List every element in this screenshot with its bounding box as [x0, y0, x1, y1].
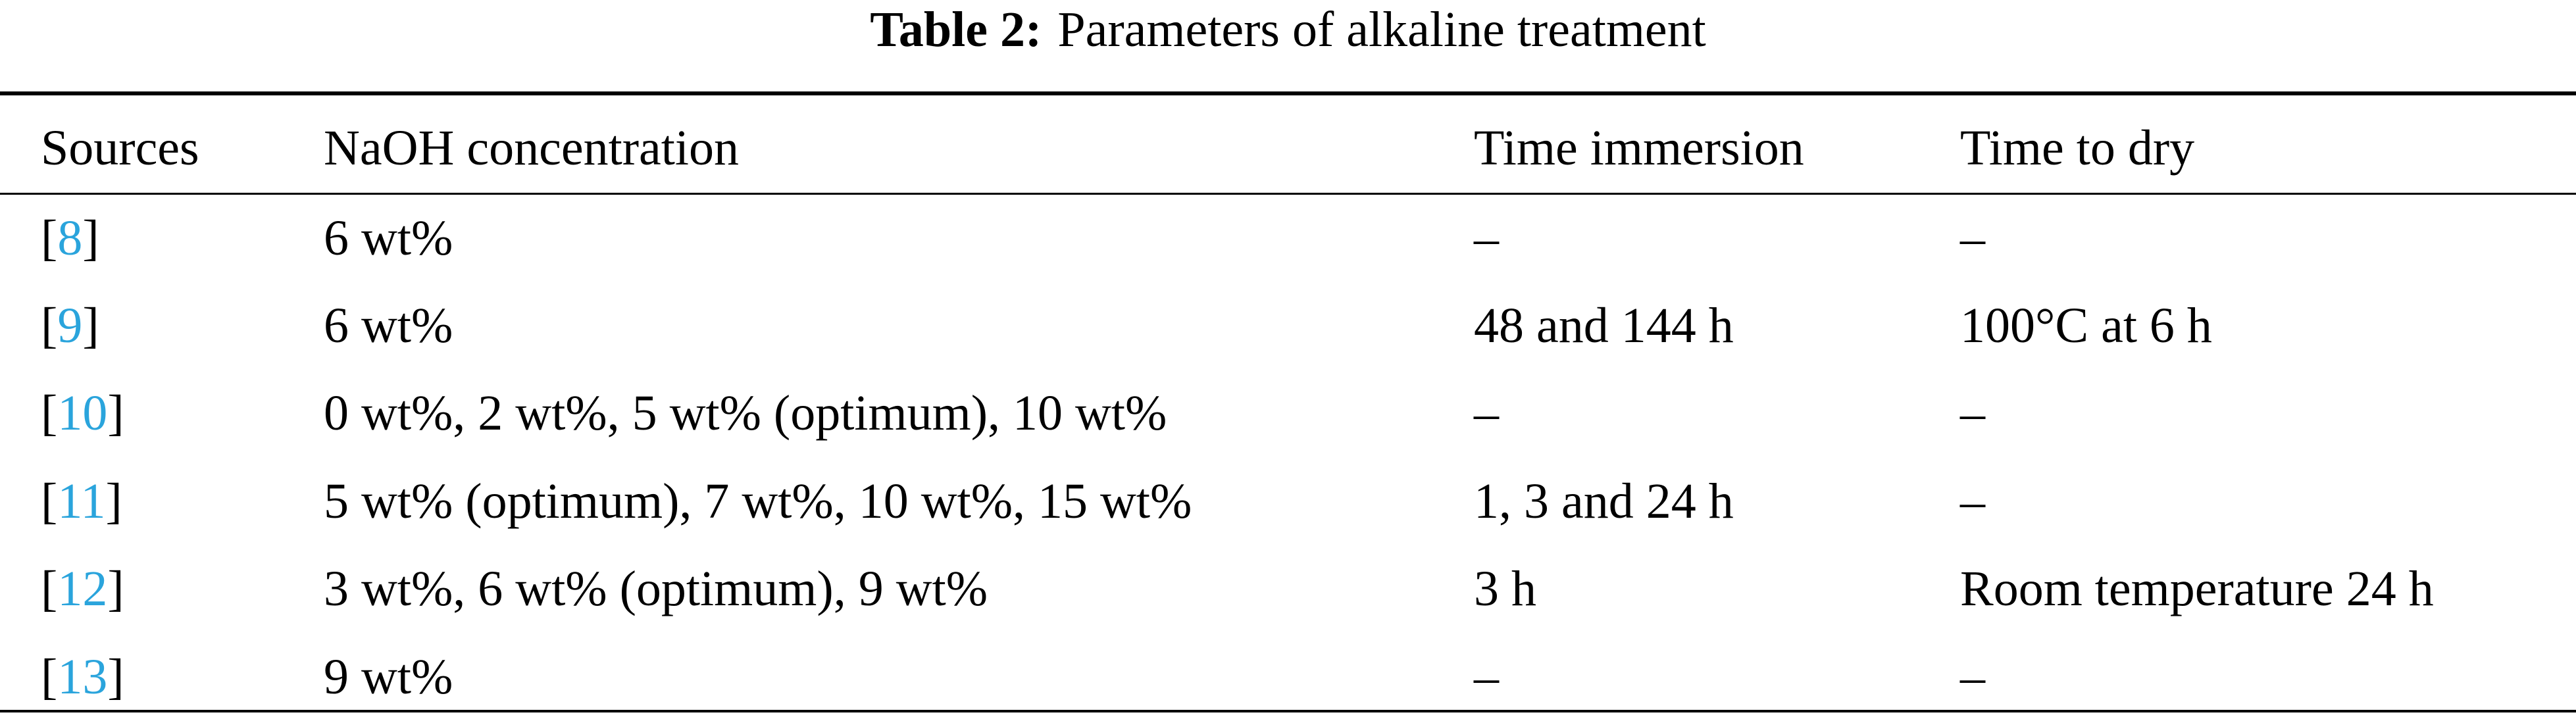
header-cell: Time to dry [1960, 120, 2195, 176]
table-cell: – [1960, 211, 1985, 266]
table-cell: – [1960, 386, 1985, 441]
bracket: [ [41, 211, 58, 266]
top-rule [0, 91, 2576, 95]
table-cell: 48 and 144 h [1474, 298, 1734, 353]
source-cell: [8] [41, 213, 99, 263]
source-cell: [12] [41, 564, 124, 614]
header-rule [0, 193, 2576, 195]
header-cell: NaOH concentration [324, 120, 739, 176]
caption-text: Parameters of alkaline treatment [1057, 2, 1706, 57]
table-cell: – [1474, 386, 1499, 441]
bracket: [ [41, 474, 58, 529]
header-cell: Time immersion [1474, 120, 1804, 176]
citation-link[interactable]: 13 [57, 649, 108, 705]
table-cell: 6 wt% [324, 211, 453, 266]
table-cell: – [1474, 649, 1499, 705]
source-cell: [10] [41, 388, 124, 438]
table-cell: 6 wt% [324, 298, 453, 353]
table-cell: – [1474, 211, 1499, 266]
table-cell: 100°C at 6 h [1960, 298, 2212, 353]
table-cell: Room temperature 24 h [1960, 561, 2434, 616]
caption-label: Table 2: [870, 2, 1042, 57]
bracket: [ [41, 298, 58, 353]
bracket: ] [82, 298, 99, 353]
table-cell: 3 wt%, 6 wt% (optimum), 9 wt% [324, 561, 988, 616]
bracket: ] [82, 211, 99, 266]
table-cell: – [1960, 474, 1985, 529]
citation-link[interactable]: 8 [57, 211, 83, 266]
table-cell: 3 h [1474, 561, 1536, 616]
citation-link[interactable]: 12 [57, 561, 108, 616]
source-cell: [9] [41, 301, 99, 351]
table-cell: 1, 3 and 24 h [1474, 474, 1734, 529]
table-cell: 5 wt% (optimum), 7 wt%, 10 wt%, 15 wt% [324, 474, 1192, 529]
caption: Table 2: Parameters of alkaline treatment [0, 5, 2576, 55]
table-cell: 9 wt% [324, 649, 453, 705]
source-cell: [11] [41, 476, 122, 526]
source-cell: [13] [41, 652, 124, 702]
bracket: [ [41, 386, 58, 441]
citation-link[interactable]: 10 [57, 386, 108, 441]
table-cell: – [1960, 649, 1985, 705]
citation-link[interactable]: 11 [57, 474, 106, 529]
header-cell: Sources [41, 120, 199, 176]
bracket: ] [105, 474, 122, 529]
bracket: [ [41, 561, 58, 616]
citation-link[interactable]: 9 [57, 298, 83, 353]
bracket: ] [107, 386, 124, 441]
bottom-rule [0, 710, 2576, 712]
bracket: ] [107, 649, 124, 705]
table-cell: 0 wt%, 2 wt%, 5 wt% (optimum), 10 wt% [324, 386, 1167, 441]
bracket: ] [107, 561, 124, 616]
bracket: [ [41, 649, 58, 705]
